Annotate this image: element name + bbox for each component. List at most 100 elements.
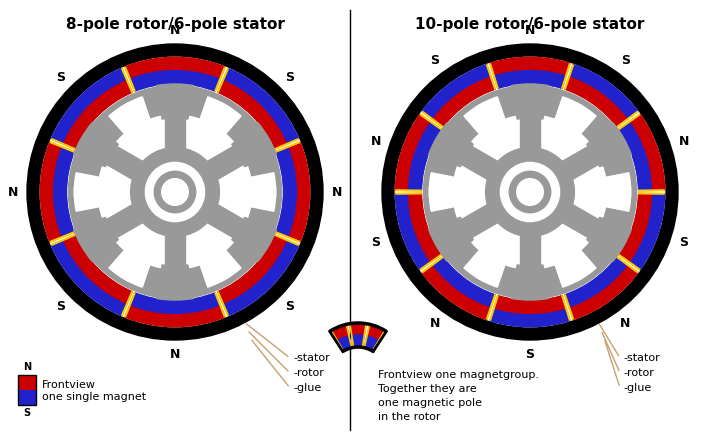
Wedge shape bbox=[565, 77, 627, 127]
Circle shape bbox=[98, 115, 252, 269]
Polygon shape bbox=[207, 205, 244, 238]
Wedge shape bbox=[218, 81, 287, 149]
FancyBboxPatch shape bbox=[18, 375, 36, 390]
Wedge shape bbox=[511, 265, 549, 300]
Circle shape bbox=[517, 179, 543, 206]
Wedge shape bbox=[53, 147, 75, 237]
Wedge shape bbox=[618, 194, 652, 262]
Circle shape bbox=[146, 162, 205, 221]
Text: -stator: -stator bbox=[623, 353, 659, 363]
Polygon shape bbox=[105, 205, 143, 238]
Wedge shape bbox=[426, 213, 463, 271]
Wedge shape bbox=[433, 257, 496, 307]
Text: N: N bbox=[332, 186, 342, 198]
Polygon shape bbox=[165, 118, 186, 149]
Text: N: N bbox=[8, 186, 18, 198]
Wedge shape bbox=[218, 235, 287, 303]
Circle shape bbox=[509, 171, 550, 213]
Text: S: S bbox=[56, 71, 65, 84]
Wedge shape bbox=[156, 84, 194, 119]
Wedge shape bbox=[598, 213, 633, 271]
Wedge shape bbox=[426, 113, 463, 171]
Circle shape bbox=[131, 148, 219, 236]
Wedge shape bbox=[408, 194, 441, 262]
Wedge shape bbox=[156, 265, 194, 300]
Circle shape bbox=[486, 148, 574, 236]
Circle shape bbox=[154, 171, 195, 213]
Text: N: N bbox=[620, 317, 631, 329]
Wedge shape bbox=[494, 71, 566, 89]
Circle shape bbox=[395, 57, 664, 327]
Polygon shape bbox=[460, 205, 498, 238]
Wedge shape bbox=[352, 335, 364, 348]
Wedge shape bbox=[209, 248, 241, 282]
Text: S: S bbox=[526, 348, 534, 360]
Wedge shape bbox=[587, 123, 631, 167]
Wedge shape bbox=[629, 114, 664, 191]
Wedge shape bbox=[120, 254, 151, 287]
Wedge shape bbox=[142, 288, 208, 298]
Polygon shape bbox=[207, 146, 244, 179]
Circle shape bbox=[423, 85, 637, 299]
Wedge shape bbox=[475, 97, 506, 130]
Text: 10-pole rotor/6-pole stator: 10-pole rotor/6-pole stator bbox=[415, 17, 645, 32]
Wedge shape bbox=[331, 324, 349, 341]
Wedge shape bbox=[618, 122, 652, 191]
Wedge shape bbox=[367, 324, 385, 341]
Wedge shape bbox=[232, 123, 276, 167]
Text: N: N bbox=[430, 317, 440, 329]
Circle shape bbox=[501, 162, 560, 221]
Wedge shape bbox=[51, 68, 127, 144]
Wedge shape bbox=[350, 323, 366, 336]
Wedge shape bbox=[109, 102, 141, 136]
Text: Frontview: Frontview bbox=[42, 381, 96, 390]
Wedge shape bbox=[564, 102, 596, 136]
Polygon shape bbox=[460, 146, 498, 179]
Circle shape bbox=[453, 115, 607, 269]
Wedge shape bbox=[422, 265, 491, 320]
Wedge shape bbox=[288, 142, 310, 242]
Wedge shape bbox=[209, 102, 241, 136]
Text: -glue: -glue bbox=[623, 383, 651, 393]
Wedge shape bbox=[598, 113, 633, 171]
Polygon shape bbox=[165, 235, 186, 266]
Wedge shape bbox=[223, 68, 299, 144]
Wedge shape bbox=[247, 173, 276, 197]
Circle shape bbox=[162, 179, 188, 206]
Text: N: N bbox=[23, 362, 31, 372]
Circle shape bbox=[40, 57, 310, 327]
Wedge shape bbox=[199, 97, 230, 130]
Text: -glue: -glue bbox=[293, 383, 321, 393]
Wedge shape bbox=[395, 194, 431, 270]
Wedge shape bbox=[602, 173, 631, 197]
Wedge shape bbox=[232, 217, 276, 262]
Wedge shape bbox=[564, 248, 596, 282]
Text: S: S bbox=[430, 54, 439, 67]
Wedge shape bbox=[125, 305, 225, 327]
Text: S: S bbox=[680, 235, 688, 249]
Wedge shape bbox=[433, 77, 496, 127]
Text: -stator: -stator bbox=[293, 353, 330, 363]
Polygon shape bbox=[520, 235, 541, 266]
Wedge shape bbox=[497, 86, 563, 96]
Wedge shape bbox=[475, 254, 506, 287]
Wedge shape bbox=[40, 142, 63, 242]
Text: S: S bbox=[371, 235, 380, 249]
Wedge shape bbox=[629, 194, 664, 270]
Wedge shape bbox=[464, 102, 496, 136]
Polygon shape bbox=[105, 146, 143, 179]
Wedge shape bbox=[71, 213, 108, 271]
Text: Frontview one magnetgroup.
Together they are
one magnetic pole
in the rotor: Frontview one magnetgroup. Together they… bbox=[378, 370, 539, 422]
Wedge shape bbox=[130, 292, 220, 314]
Wedge shape bbox=[120, 97, 151, 130]
FancyBboxPatch shape bbox=[18, 390, 36, 405]
Circle shape bbox=[27, 44, 323, 340]
Wedge shape bbox=[569, 265, 638, 320]
Wedge shape bbox=[63, 81, 132, 149]
Wedge shape bbox=[51, 240, 127, 316]
Wedge shape bbox=[565, 257, 627, 307]
Text: N: N bbox=[370, 135, 381, 149]
Wedge shape bbox=[569, 64, 638, 120]
Text: N: N bbox=[679, 135, 689, 149]
Circle shape bbox=[382, 44, 678, 340]
